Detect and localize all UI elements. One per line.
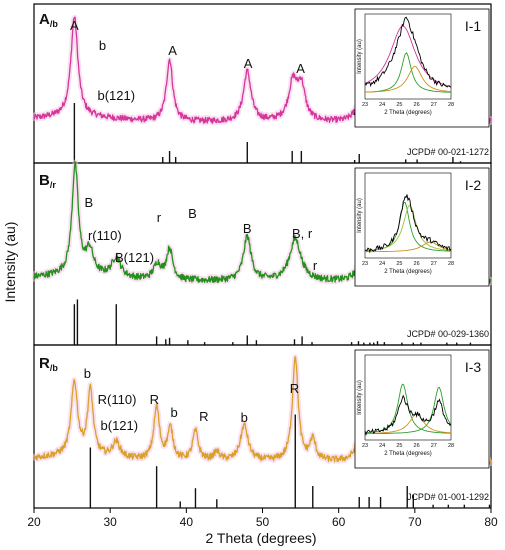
inset-fit-curve bbox=[365, 65, 452, 93]
inset-tick-label: 28 bbox=[448, 261, 454, 267]
x-tick-label: 50 bbox=[256, 515, 270, 529]
inset-fit-curve bbox=[364, 241, 452, 253]
inset-plot-frame bbox=[364, 13, 452, 100]
panel-label: A/b bbox=[39, 11, 58, 29]
peak-annotation: B, r bbox=[292, 226, 313, 241]
peak-annotation: b bbox=[84, 366, 91, 381]
peak-annotation: b bbox=[99, 38, 106, 53]
jcpds-label: JCPD# 01-001-1292 bbox=[407, 492, 489, 502]
inset-tick-label: 24 bbox=[379, 261, 385, 267]
inset-tick-label: 25 bbox=[396, 261, 402, 267]
inset-tick-label: 23 bbox=[362, 261, 368, 267]
peak-annotation: R(110) bbox=[98, 392, 137, 407]
peak-annotation: b bbox=[241, 410, 248, 425]
peak-annotation: R bbox=[150, 392, 159, 407]
inset-tick-label: 25 bbox=[396, 102, 402, 108]
peak-annotation: b(121) bbox=[97, 88, 135, 103]
inset-fit-curve bbox=[365, 386, 452, 435]
inset-data-curve bbox=[364, 394, 452, 436]
peak-annotation: A bbox=[296, 61, 305, 76]
panel-label-sub: /b bbox=[50, 363, 59, 373]
panel-label-main: B bbox=[39, 172, 50, 189]
inset-tick-label: 24 bbox=[379, 102, 385, 108]
peak-annotation: A bbox=[244, 56, 253, 71]
x-tick-label: 20 bbox=[27, 515, 41, 529]
inset-fit-curve bbox=[364, 204, 452, 252]
x-axis-label: 2 Theta (degrees) bbox=[205, 530, 316, 546]
x-tick-label: 60 bbox=[332, 515, 346, 529]
reference-sticks bbox=[73, 103, 462, 163]
inset-tick-label: 23 bbox=[362, 443, 368, 449]
inset-frame bbox=[354, 167, 490, 287]
peak-annotation: b bbox=[171, 405, 178, 420]
inset-x-label: 2 Theta (degrees) bbox=[384, 269, 432, 275]
x-ticks-layer: 20 30 40 50 60 70 80 bbox=[27, 508, 498, 529]
inset-tick-label: 26 bbox=[414, 443, 420, 449]
peak-annotation: A bbox=[70, 18, 79, 33]
panel-label: B/r bbox=[39, 172, 56, 190]
inset-R: Intensity (au) 23 24 25 26 27 28 2 Theta (degre… bbox=[354, 349, 490, 469]
inset-data-curve bbox=[364, 16, 452, 88]
inset-plot-frame bbox=[364, 172, 452, 259]
inset-tick-label: 28 bbox=[448, 102, 454, 108]
inset-A: Intensity (au) 23 24 25 26 27 28 2 Theta (degre… bbox=[354, 8, 490, 128]
peak-annotation: r bbox=[313, 258, 318, 273]
peak-annotation: R bbox=[290, 381, 299, 396]
inset-tick-label: 26 bbox=[414, 261, 420, 267]
panel-label-sub: /r bbox=[50, 180, 57, 190]
inset-tick-label: 27 bbox=[431, 102, 437, 108]
peak-annotation: B(121) bbox=[115, 250, 154, 265]
x-tick-label: 40 bbox=[180, 515, 194, 529]
inset-y-label: Intensity (au) bbox=[357, 198, 363, 233]
peak-annotation: r bbox=[157, 210, 162, 225]
jcpds-label: JCPD# 00-021-1272 bbox=[407, 147, 489, 157]
panel-label-main: R bbox=[39, 355, 50, 372]
peak-annotation: R bbox=[199, 409, 208, 424]
inset-title: I-1 bbox=[465, 18, 482, 34]
inset-tick-label: 24 bbox=[379, 443, 385, 449]
inset-fit-curve bbox=[364, 413, 452, 434]
x-tick-label: 80 bbox=[484, 515, 498, 529]
inset-title: I-2 bbox=[465, 177, 482, 193]
inset-tick-label: 25 bbox=[396, 443, 402, 449]
inset-y-label: Intensity (au) bbox=[357, 380, 363, 415]
inset-frame bbox=[354, 349, 490, 469]
x-tick-label: 30 bbox=[103, 515, 117, 529]
inset-tick-label: 27 bbox=[431, 261, 437, 267]
inset-plot-frame bbox=[364, 354, 452, 441]
inset-B: Intensity (au) 23 24 25 26 27 28 2 Theta (degre… bbox=[354, 167, 490, 287]
inset-tick-label: 27 bbox=[431, 443, 437, 449]
reference-sticks bbox=[89, 414, 491, 508]
inset-tick-label: 23 bbox=[362, 102, 368, 108]
x-tick-label: 70 bbox=[408, 515, 422, 529]
peak-annotation: B bbox=[243, 221, 252, 236]
inset-y-label: Intensity (au) bbox=[357, 39, 363, 74]
inset-x-label: 2 Theta (degrees) bbox=[384, 110, 432, 116]
panel-label-sub: /b bbox=[50, 19, 59, 29]
inset-tick-label: 26 bbox=[414, 102, 420, 108]
peak-annotation: b(121) bbox=[101, 418, 139, 433]
reference-sticks bbox=[73, 299, 472, 345]
inset-fit-curve bbox=[364, 25, 452, 88]
peak-annotation: r(110) bbox=[88, 228, 122, 243]
jcpds-label: JCPD# 00-029-1360 bbox=[407, 329, 489, 339]
inset-tick-label: 28 bbox=[448, 443, 454, 449]
panel-label-main: A bbox=[39, 11, 50, 28]
panel-label: R/b bbox=[39, 355, 58, 373]
y-axis-label: Intensity (au) bbox=[2, 222, 18, 303]
peak-annotation: B bbox=[188, 206, 197, 221]
peak-annotation: B bbox=[85, 195, 94, 210]
inset-frame bbox=[354, 8, 490, 128]
inset-title: I-3 bbox=[465, 359, 482, 375]
inset-data-curve bbox=[364, 194, 452, 254]
peak-annotation: A bbox=[168, 43, 177, 58]
inset-x-label: 2 Theta (degrees) bbox=[384, 451, 432, 457]
